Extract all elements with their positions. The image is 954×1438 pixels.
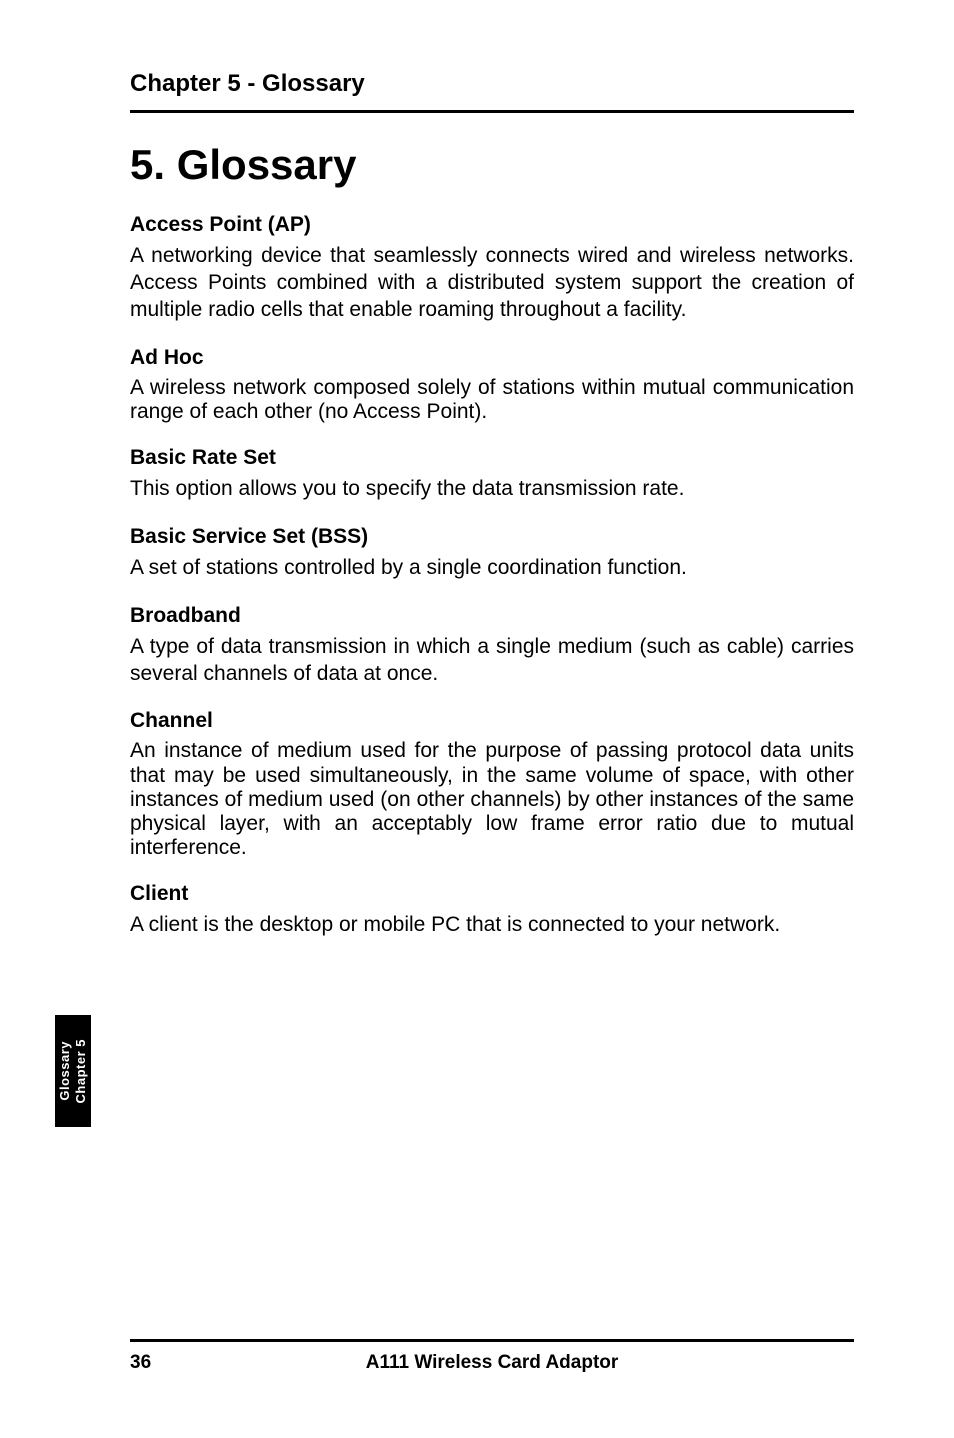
header-rule	[130, 110, 854, 113]
glossary-definition: A networking device that seamlessly conn…	[130, 243, 854, 324]
glossary-term: Ad Hoc	[130, 346, 854, 370]
footer-row: 36 A111 Wireless Card Adaptor	[130, 1352, 854, 1374]
side-tab: Glossary Chapter 5	[55, 1015, 91, 1127]
page-content: Chapter 5 - Glossary 5. Glossary Access …	[0, 0, 954, 939]
glossary-term: Basic Rate Set	[130, 446, 854, 470]
glossary-term: Channel	[130, 709, 854, 733]
glossary-definition: A type of data transmission in which a s…	[130, 634, 854, 688]
page-title: 5. Glossary	[130, 141, 854, 189]
glossary-definition: An instance of medium used for the purpo…	[130, 739, 854, 860]
chapter-header: Chapter 5 - Glossary	[130, 70, 854, 98]
side-tab-line: Glossary	[58, 1041, 72, 1101]
glossary-definition: A wireless network composed solely of st…	[130, 376, 854, 424]
side-tab-line: Chapter 5	[74, 1039, 88, 1103]
page-number: 36	[130, 1352, 151, 1374]
glossary-term: Basic Service Set (BSS)	[130, 525, 854, 549]
glossary-term: Access Point (AP)	[130, 213, 854, 237]
glossary-term: Broadband	[130, 604, 854, 628]
glossary-term: Client	[130, 882, 854, 906]
footer-title: A111 Wireless Card Adaptor	[366, 1352, 619, 1374]
glossary-definition: A set of stations controlled by a single…	[130, 555, 854, 582]
glossary-definition: This option allows you to specify the da…	[130, 476, 854, 503]
footer-rule	[130, 1339, 854, 1342]
glossary-definition: A client is the desktop or mobile PC tha…	[130, 912, 854, 939]
page-footer: 36 A111 Wireless Card Adaptor	[130, 1339, 854, 1374]
